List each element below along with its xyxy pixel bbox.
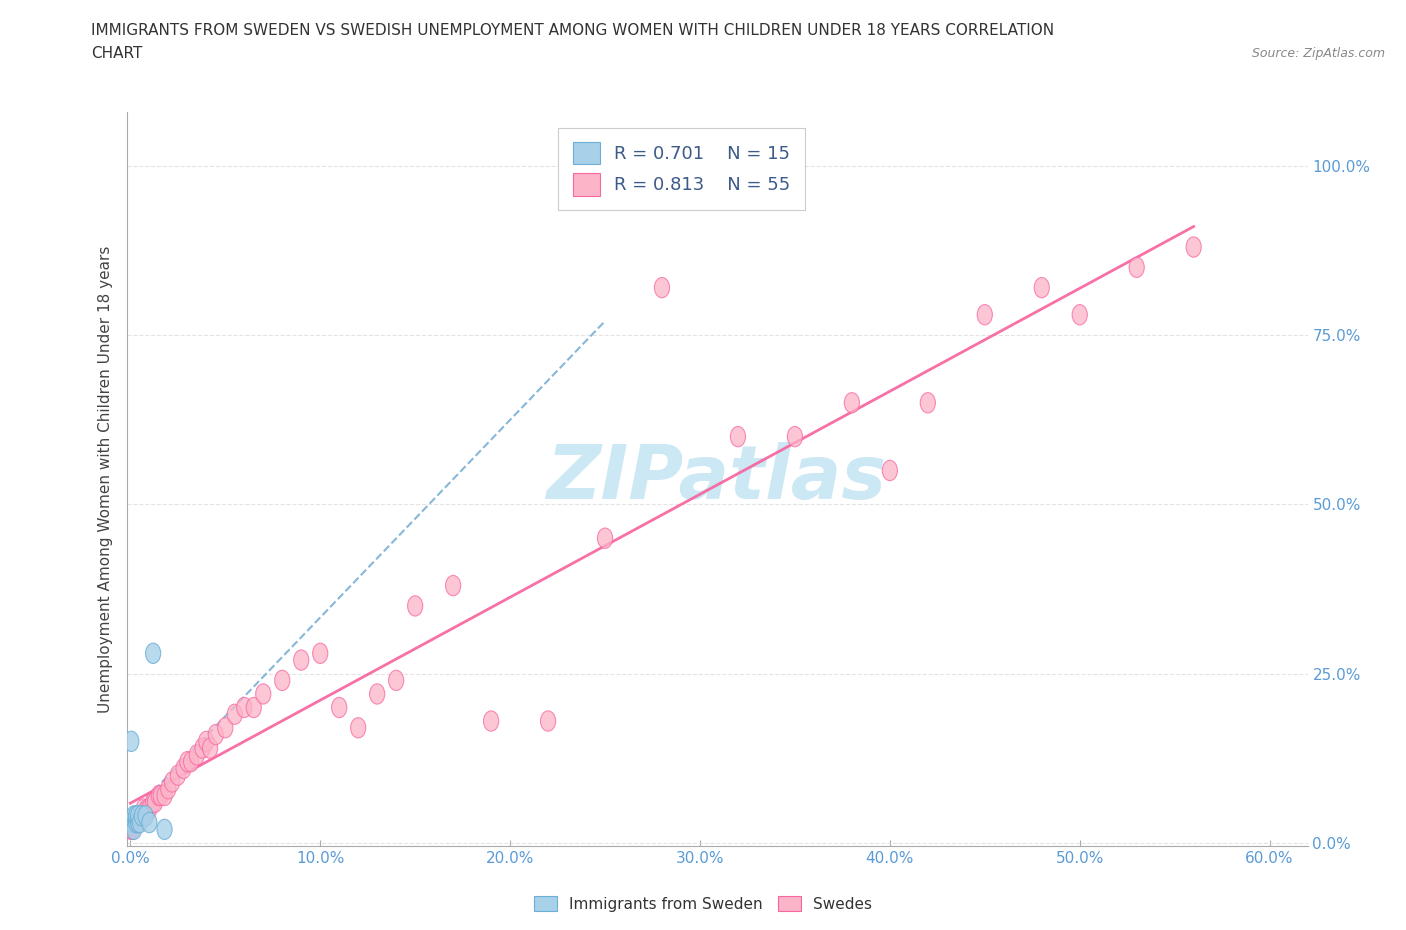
Y-axis label: Unemployment Among Women with Children Under 18 years: Unemployment Among Women with Children U… xyxy=(97,246,112,712)
Text: IMMIGRANTS FROM SWEDEN VS SWEDISH UNEMPLOYMENT AMONG WOMEN WITH CHILDREN UNDER 1: IMMIGRANTS FROM SWEDEN VS SWEDISH UNEMPL… xyxy=(91,23,1055,38)
Legend: Immigrants from Sweden, Swedes: Immigrants from Sweden, Swedes xyxy=(527,889,879,918)
Text: Source: ZipAtlas.com: Source: ZipAtlas.com xyxy=(1251,46,1385,60)
Text: ZIPatlas: ZIPatlas xyxy=(547,443,887,515)
Legend: R = 0.701    N = 15, R = 0.813    N = 55: R = 0.701 N = 15, R = 0.813 N = 55 xyxy=(558,128,806,210)
Text: CHART: CHART xyxy=(91,46,143,61)
